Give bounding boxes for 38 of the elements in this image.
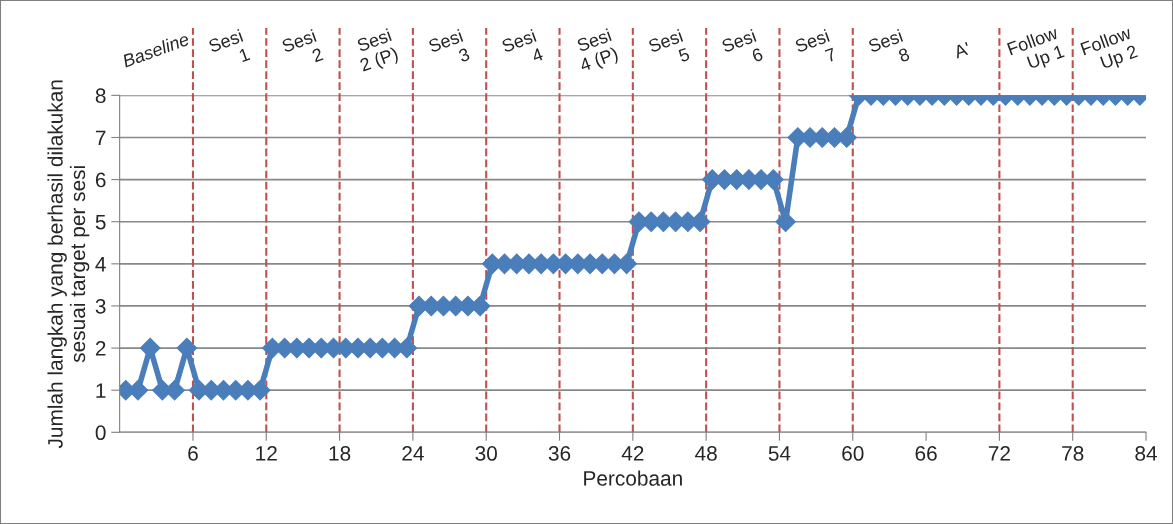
text: Sesi 6 — [720, 28, 764, 63]
x-tick-label: 72 — [988, 446, 1010, 461]
x-tick-label: 24 — [402, 446, 424, 461]
text: Sesi 3 — [427, 28, 471, 63]
x-tick-label: 54 — [768, 446, 791, 461]
y-tick-label: 1 — [96, 383, 106, 398]
x-tick-label: 84 — [1135, 446, 1157, 461]
text: Sesi 2 — [280, 28, 324, 63]
y-tick-label: 7 — [95, 130, 106, 146]
x-tick-label: 18 — [329, 446, 351, 461]
text: Sesi 4 — [500, 28, 544, 63]
y-tick-label: 2 — [95, 341, 106, 356]
text: Sesi 7 — [794, 28, 837, 63]
x-tick-label: 42 — [621, 446, 644, 461]
x-tick-label: 12 — [256, 446, 277, 461]
text: Sesi 4 (P) — [576, 28, 620, 76]
text: Sesi 8 — [867, 28, 911, 63]
text: Sesi 5 — [647, 28, 691, 63]
x-axis-title: Percobaan — [584, 470, 682, 486]
x-tick-label: 36 — [548, 446, 571, 461]
x-tick-label: 30 — [475, 446, 497, 461]
y-axis-title: Jumlah langkah yang berhasil dilakukan sesuai target per sesi — [47, 80, 90, 449]
x-tick-label: 48 — [695, 446, 717, 461]
x-tick-label: 66 — [915, 446, 937, 461]
x-tick-label: 60 — [842, 446, 864, 461]
x-tick-label: 6 — [188, 446, 198, 461]
text: A' — [952, 41, 971, 59]
text: Follow Up 1 — [1006, 25, 1066, 73]
y-tick-label: 8 — [95, 88, 106, 104]
y-tick-label: 0 — [95, 425, 106, 441]
y-tick-label: 5 — [95, 214, 106, 230]
y-tick-label: 6 — [95, 172, 106, 188]
text: Sesi 2 (P) — [356, 28, 400, 75]
text: Follow Up 2 — [1080, 25, 1140, 73]
x-tick-label: 78 — [1062, 446, 1084, 461]
y-tick-label: 3 — [95, 298, 106, 314]
text: Sesi 1 — [207, 28, 251, 63]
y-tick-label: 4 — [95, 257, 106, 272]
